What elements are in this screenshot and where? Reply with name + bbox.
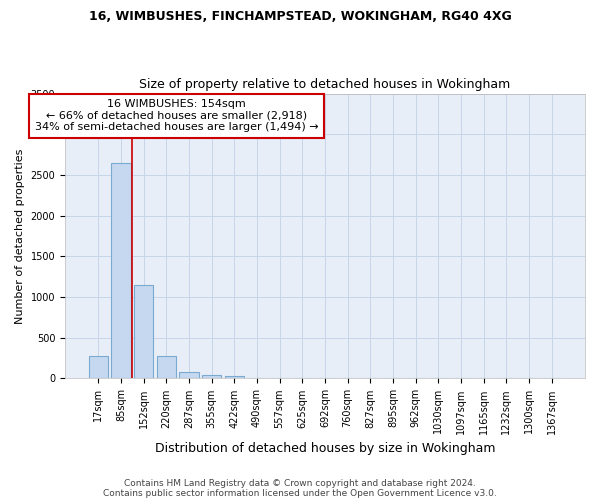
Bar [224, 376, 244, 378]
Bar [134, 285, 153, 378]
Bar [202, 375, 221, 378]
Bar [112, 162, 131, 378]
X-axis label: Distribution of detached houses by size in Wokingham: Distribution of detached houses by size … [155, 442, 495, 455]
Text: Contains public sector information licensed under the Open Government Licence v3: Contains public sector information licen… [103, 488, 497, 498]
Bar [157, 356, 176, 378]
Bar [89, 356, 108, 378]
Text: 16, WIMBUSHES, FINCHAMPSTEAD, WOKINGHAM, RG40 4XG: 16, WIMBUSHES, FINCHAMPSTEAD, WOKINGHAM,… [89, 10, 511, 23]
Text: Contains HM Land Registry data © Crown copyright and database right 2024.: Contains HM Land Registry data © Crown c… [124, 478, 476, 488]
Text: 16 WIMBUSHES: 154sqm
← 66% of detached houses are smaller (2,918)
34% of semi-de: 16 WIMBUSHES: 154sqm ← 66% of detached h… [35, 100, 319, 132]
Bar [179, 372, 199, 378]
Y-axis label: Number of detached properties: Number of detached properties [15, 148, 25, 324]
Title: Size of property relative to detached houses in Wokingham: Size of property relative to detached ho… [139, 78, 511, 91]
